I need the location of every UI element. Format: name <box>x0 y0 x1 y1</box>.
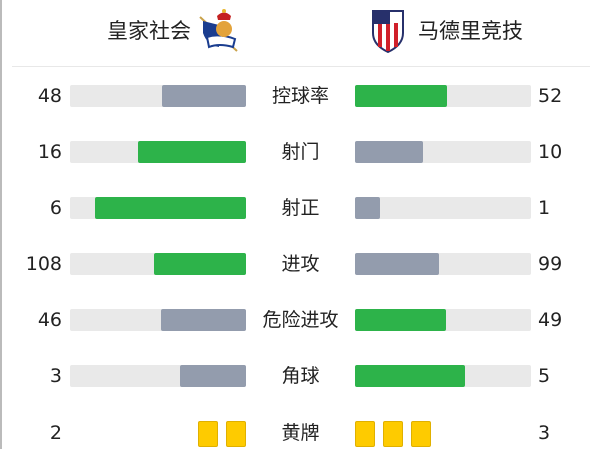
away-bar-track <box>355 253 531 275</box>
away-bar-track <box>355 141 531 163</box>
away-team-name: 马德里竞技 <box>418 19 523 43</box>
home-bar-track <box>70 85 246 107</box>
away-bar-track <box>355 309 531 331</box>
home-bar-fill <box>95 197 246 219</box>
home-team-name: 皇家社会 <box>107 19 191 43</box>
home-bar-track <box>70 197 246 219</box>
away-bar-fill <box>355 197 381 219</box>
away-bar-fill <box>355 309 446 331</box>
stat-row: 46 危险进攻 49 <box>0 306 600 334</box>
away-value: 5 <box>538 365 551 387</box>
stat-label: 控球率 <box>271 85 329 107</box>
stat-row-yellow-cards: 2 黄牌 3 <box>0 419 600 447</box>
away-bar-track <box>355 197 531 219</box>
home-bar-track <box>70 253 246 275</box>
yellow-card-icon <box>411 421 431 447</box>
away-bar-fill <box>355 85 447 107</box>
yellow-card-icon <box>355 421 375 447</box>
header-divider <box>12 66 590 67</box>
stat-row: 16 射门 10 <box>0 138 600 166</box>
yellow-card-icon <box>226 421 246 447</box>
yellow-card-icon <box>198 421 218 447</box>
away-team[interactable]: 马德里竞技 <box>370 10 523 53</box>
home-value: 108 <box>25 253 62 275</box>
away-value: 52 <box>538 85 563 107</box>
away-bar-fill <box>355 365 465 387</box>
stat-label: 黄牌 <box>281 422 320 444</box>
home-value: 3 <box>49 365 62 387</box>
left-edge <box>0 0 2 449</box>
away-value: 1 <box>538 197 551 219</box>
away-bar-fill <box>355 253 440 275</box>
home-bar-fill <box>154 253 246 275</box>
stat-label: 射正 <box>281 197 320 219</box>
stat-row: 108 进攻 99 <box>0 250 600 278</box>
home-bar-track <box>70 141 246 163</box>
stat-row: 48 控球率 52 <box>0 82 600 110</box>
away-value: 99 <box>538 253 563 275</box>
yellow-card-icon <box>383 421 403 447</box>
away-value: 3 <box>538 422 551 444</box>
home-bar-fill <box>161 85 246 107</box>
home-team[interactable]: 皇家社会 <box>107 9 243 52</box>
stat-label: 危险进攻 <box>262 309 339 331</box>
away-bar-fill <box>355 141 423 163</box>
stat-row: 6 射正 1 <box>0 194 600 222</box>
home-bar-fill <box>137 141 246 163</box>
away-bar-track <box>355 85 531 107</box>
stat-label: 角球 <box>281 365 320 387</box>
home-bar-fill <box>160 309 246 331</box>
away-value: 49 <box>538 309 563 331</box>
home-bar-track <box>70 309 246 331</box>
home-bar-track <box>70 365 246 387</box>
home-value: 46 <box>37 309 62 331</box>
real-sociedad-crest-icon <box>199 9 238 52</box>
stat-label: 进攻 <box>281 253 320 275</box>
stat-row: 3 角球 5 <box>0 362 600 390</box>
home-value: 2 <box>49 422 62 444</box>
home-value: 48 <box>37 85 62 107</box>
home-value: 16 <box>37 141 62 163</box>
away-bar-track <box>355 365 531 387</box>
home-value: 6 <box>49 197 62 219</box>
away-value: 10 <box>538 141 563 163</box>
atletico-madrid-crest-icon <box>372 10 404 53</box>
home-bar-fill <box>180 365 246 387</box>
stat-label: 射门 <box>281 141 320 163</box>
